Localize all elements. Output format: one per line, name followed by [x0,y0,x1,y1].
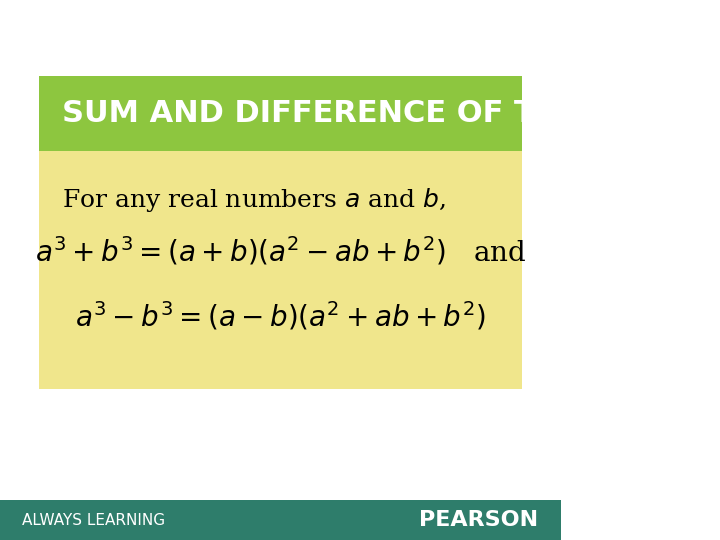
Text: $a^3 - b^3 = (a - b)(a^2 + ab + b^2)$: $a^3 - b^3 = (a - b)(a^2 + ab + b^2)$ [75,300,486,333]
Text: ALWAYS LEARNING: ALWAYS LEARNING [22,512,166,528]
FancyBboxPatch shape [0,500,561,540]
Text: SUM AND DIFFERENCE OF TWO CUBES: SUM AND DIFFERENCE OF TWO CUBES [62,99,717,128]
FancyBboxPatch shape [40,76,521,151]
Text: $a^3 + b^3 = (a + b)(a^2 - ab + b^2)$   and: $a^3 + b^3 = (a + b)(a^2 - ab + b^2)$ an… [35,235,526,268]
Text: For any real numbers $a$ and $b$,: For any real numbers $a$ and $b$, [62,186,446,214]
FancyBboxPatch shape [40,151,521,389]
Text: PEARSON: PEARSON [419,510,539,530]
